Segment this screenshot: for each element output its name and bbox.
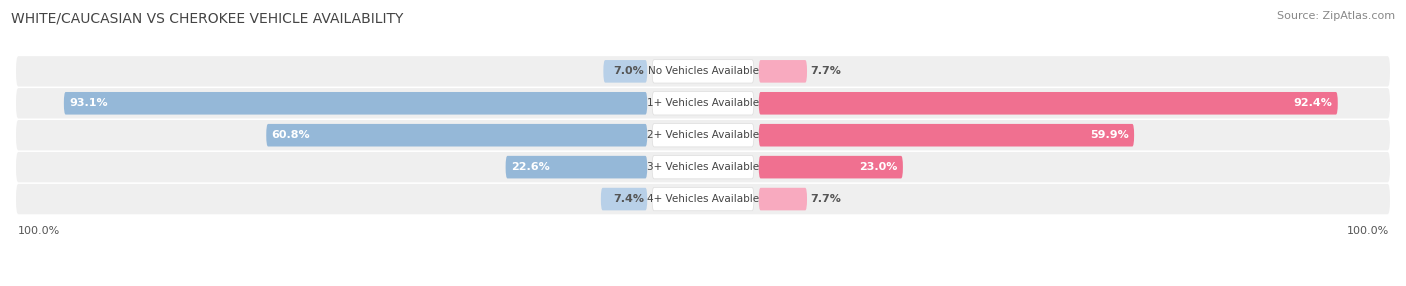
Text: 93.1%: 93.1% — [69, 98, 108, 108]
FancyBboxPatch shape — [652, 124, 754, 147]
FancyBboxPatch shape — [15, 88, 1391, 118]
Text: Source: ZipAtlas.com: Source: ZipAtlas.com — [1277, 11, 1395, 21]
Text: 22.6%: 22.6% — [510, 162, 550, 172]
Text: 23.0%: 23.0% — [859, 162, 897, 172]
FancyBboxPatch shape — [652, 156, 754, 179]
Text: 92.4%: 92.4% — [1294, 98, 1333, 108]
Text: 7.0%: 7.0% — [613, 66, 644, 76]
FancyBboxPatch shape — [63, 92, 647, 115]
FancyBboxPatch shape — [759, 188, 807, 210]
Text: 7.4%: 7.4% — [613, 194, 644, 204]
FancyBboxPatch shape — [652, 187, 754, 211]
Text: 3+ Vehicles Available: 3+ Vehicles Available — [647, 162, 759, 172]
Text: 59.9%: 59.9% — [1090, 130, 1129, 140]
FancyBboxPatch shape — [652, 92, 754, 115]
FancyBboxPatch shape — [759, 156, 903, 178]
Text: 2+ Vehicles Available: 2+ Vehicles Available — [647, 130, 759, 140]
FancyBboxPatch shape — [759, 124, 1135, 146]
FancyBboxPatch shape — [759, 92, 1337, 115]
Text: 100.0%: 100.0% — [17, 226, 59, 236]
FancyBboxPatch shape — [15, 56, 1391, 87]
FancyBboxPatch shape — [15, 120, 1391, 150]
FancyBboxPatch shape — [600, 188, 647, 210]
FancyBboxPatch shape — [15, 184, 1391, 214]
FancyBboxPatch shape — [506, 156, 647, 178]
Text: 7.7%: 7.7% — [810, 66, 841, 76]
FancyBboxPatch shape — [266, 124, 647, 146]
Text: No Vehicles Available: No Vehicles Available — [648, 66, 758, 76]
FancyBboxPatch shape — [15, 152, 1391, 182]
FancyBboxPatch shape — [603, 60, 647, 83]
Text: 7.7%: 7.7% — [810, 194, 841, 204]
Text: WHITE/CAUCASIAN VS CHEROKEE VEHICLE AVAILABILITY: WHITE/CAUCASIAN VS CHEROKEE VEHICLE AVAI… — [11, 11, 404, 25]
Text: 1+ Vehicles Available: 1+ Vehicles Available — [647, 98, 759, 108]
Text: 100.0%: 100.0% — [1347, 226, 1389, 236]
Text: 60.8%: 60.8% — [271, 130, 311, 140]
Text: 4+ Vehicles Available: 4+ Vehicles Available — [647, 194, 759, 204]
FancyBboxPatch shape — [759, 60, 807, 83]
FancyBboxPatch shape — [652, 60, 754, 83]
